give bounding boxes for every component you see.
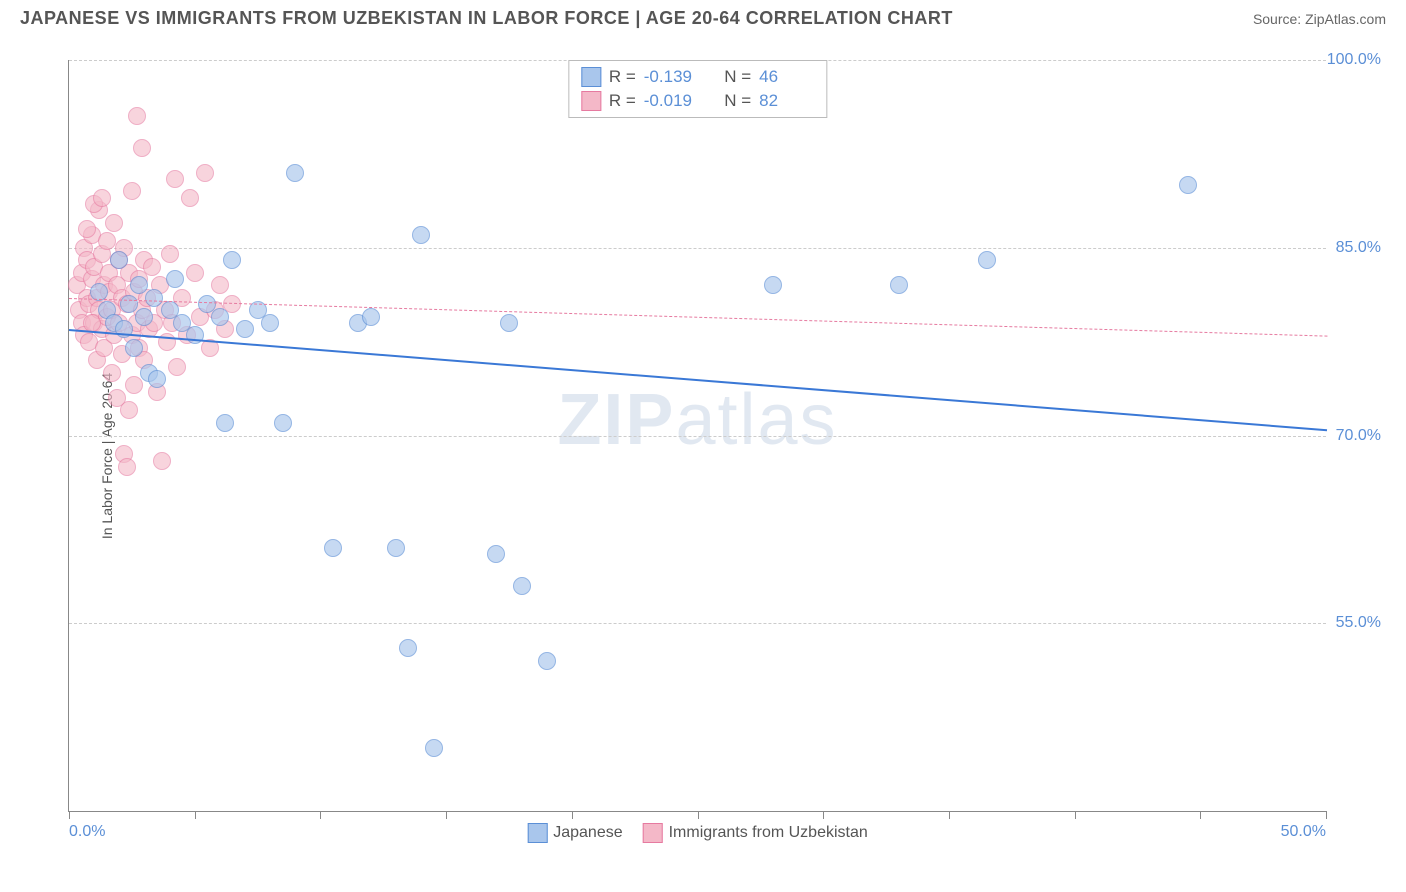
y-tick-label: 55.0% (1336, 614, 1381, 632)
data-point (500, 314, 518, 332)
x-tick (949, 811, 950, 819)
legend-stat-label: N = (724, 91, 751, 111)
data-point (425, 739, 443, 757)
data-point (166, 270, 184, 288)
data-point (148, 370, 166, 388)
plot-area: ZIPatlas R =-0.139 N =46R =-0.019 N =82 … (68, 60, 1326, 812)
x-tick (1075, 811, 1076, 819)
gridline (69, 436, 1326, 437)
legend-swatch (581, 91, 601, 111)
legend-stat-label: R = (609, 67, 636, 87)
data-point (130, 276, 148, 294)
legend-swatch (581, 67, 601, 87)
data-point (120, 401, 138, 419)
data-point (261, 314, 279, 332)
data-point (118, 458, 136, 476)
trendline (69, 329, 1327, 431)
data-point (286, 164, 304, 182)
legend-label: Japanese (553, 824, 622, 842)
data-point (186, 326, 204, 344)
x-tick (446, 811, 447, 819)
y-tick-label: 85.0% (1336, 239, 1381, 257)
x-tick (698, 811, 699, 819)
data-point (412, 226, 430, 244)
x-tick (823, 811, 824, 819)
data-point (145, 289, 163, 307)
data-point (83, 314, 101, 332)
legend-stat-label: N = (724, 67, 751, 87)
data-point (513, 577, 531, 595)
legend-correlation-box: R = -0.139 N = 46 R = -0.019 N = 82 (568, 60, 827, 118)
legend-r-value: -0.019 (644, 91, 699, 111)
legend-item: Japanese (527, 823, 622, 843)
x-tick (1200, 811, 1201, 819)
data-point (196, 164, 214, 182)
legend-stat-row: R = -0.019 N = 82 (581, 89, 814, 113)
x-tick (320, 811, 321, 819)
data-point (978, 251, 996, 269)
data-point (103, 364, 121, 382)
data-point (143, 258, 161, 276)
watermark: ZIPatlas (557, 379, 837, 461)
data-point (153, 452, 171, 470)
data-point (211, 308, 229, 326)
data-point (324, 539, 342, 557)
legend-stat-label: R = (609, 91, 636, 111)
data-point (216, 414, 234, 432)
legend-item: Immigrants from Uzbekistan (643, 823, 868, 843)
data-point (362, 308, 380, 326)
data-point (120, 295, 138, 313)
chart-container: In Labor Force | Age 20-64 ZIPatlas R =-… (20, 40, 1386, 872)
data-point (168, 358, 186, 376)
x-tick (69, 811, 70, 819)
data-point (78, 220, 96, 238)
data-point (890, 276, 908, 294)
gridline (69, 248, 1326, 249)
data-point (487, 545, 505, 563)
data-point (123, 182, 141, 200)
data-point (105, 214, 123, 232)
data-point (128, 107, 146, 125)
x-tick-label: 0.0% (69, 823, 105, 841)
data-point (538, 652, 556, 670)
legend-label: Immigrants from Uzbekistan (669, 824, 868, 842)
data-point (98, 232, 116, 250)
data-point (764, 276, 782, 294)
legend-series: Japanese Immigrants from Uzbekistan (527, 823, 868, 843)
data-point (211, 276, 229, 294)
data-point (181, 189, 199, 207)
x-tick (572, 811, 573, 819)
data-point (1179, 176, 1197, 194)
data-point (133, 139, 151, 157)
y-tick-label: 100.0% (1327, 51, 1381, 69)
chart-source: Source: ZipAtlas.com (1253, 11, 1386, 27)
data-point (274, 414, 292, 432)
data-point (236, 320, 254, 338)
data-point (399, 639, 417, 657)
legend-stat-row: R = -0.139 N = 46 (581, 65, 814, 89)
legend-swatch (643, 823, 663, 843)
data-point (186, 264, 204, 282)
data-point (93, 189, 111, 207)
x-tick (195, 811, 196, 819)
data-point (166, 170, 184, 188)
legend-n-value: 82 (759, 91, 814, 111)
legend-r-value: -0.139 (644, 67, 699, 87)
x-tick-label: 50.0% (1281, 823, 1326, 841)
data-point (387, 539, 405, 557)
y-tick-label: 70.0% (1336, 427, 1381, 445)
gridline (69, 623, 1326, 624)
data-point (110, 251, 128, 269)
data-point (161, 245, 179, 263)
data-point (223, 251, 241, 269)
legend-swatch (527, 823, 547, 843)
x-tick (1326, 811, 1327, 819)
data-point (125, 339, 143, 357)
chart-title: JAPANESE VS IMMIGRANTS FROM UZBEKISTAN I… (20, 8, 953, 29)
legend-n-value: 46 (759, 67, 814, 87)
data-point (125, 376, 143, 394)
data-point (135, 308, 153, 326)
